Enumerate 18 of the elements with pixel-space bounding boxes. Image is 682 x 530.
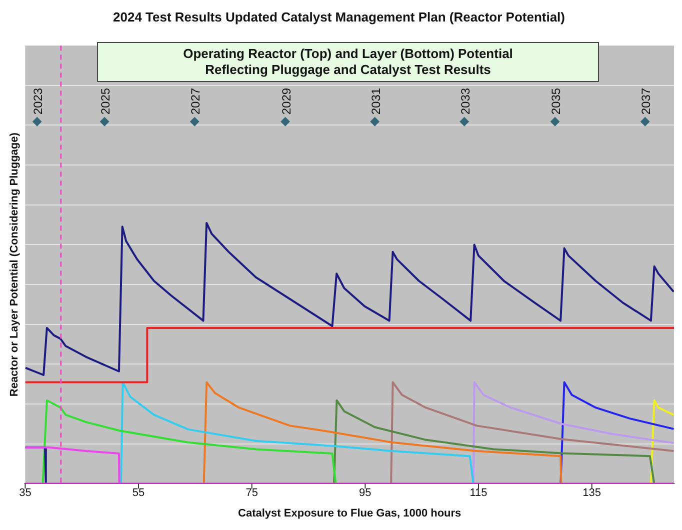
annotation: 2033: [458, 88, 472, 115]
y-axis-title: Reactor or Layer Potential (Considering Pluggage): [8, 132, 21, 397]
text: Operating Reactor (Top) and Layer (Bottom) Potential Reflecting Pluggage and Catalyst Test Results: [97, 42, 599, 82]
annotation: 2027: [188, 88, 203, 115]
annotation: 2037: [639, 88, 654, 115]
annotation: 2031: [368, 88, 383, 115]
x-tick-label: 75: [246, 487, 258, 500]
x-tick-label: 35: [19, 487, 32, 500]
x-tick-label: 55: [132, 487, 145, 500]
x-tick-label: 135: [582, 487, 602, 500]
x-tick-label: 95: [359, 487, 372, 500]
x-tick-label: 115: [470, 487, 488, 500]
annotation: 2035: [549, 88, 564, 115]
x-axis-title: Catalyst Exposure to Flue Gas, 1000 hours: [238, 507, 462, 520]
chart-title: 2024 Test Results Updated Catalyst Management Plan (Reactor Potential): [113, 9, 565, 24]
annotation: 2023: [31, 88, 46, 115]
annotation: 2025: [98, 88, 113, 115]
annotation: 2029: [279, 88, 294, 115]
